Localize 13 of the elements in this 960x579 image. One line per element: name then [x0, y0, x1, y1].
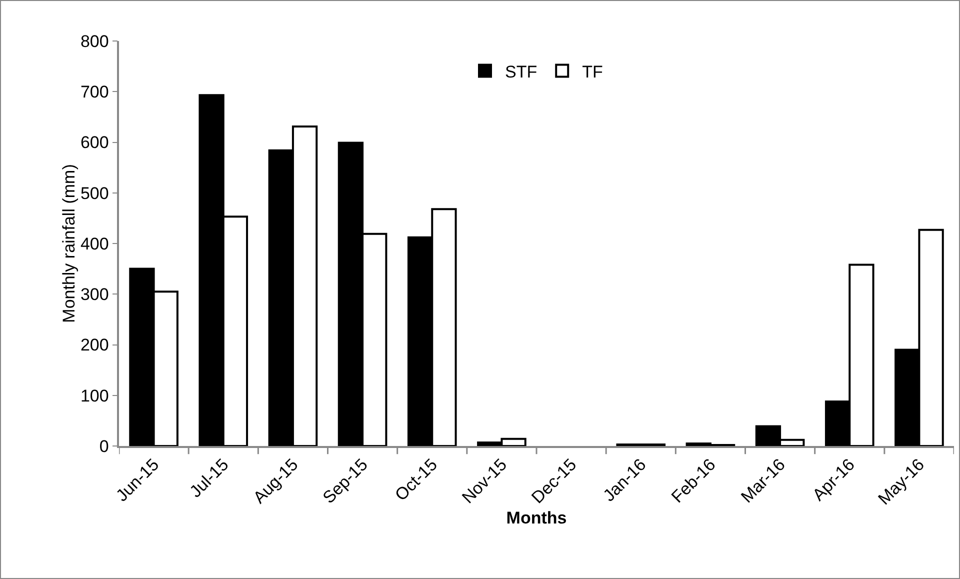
y-tick-label: 300: [80, 285, 109, 304]
y-tick-label: 100: [80, 386, 109, 406]
y-tick-label: 700: [80, 82, 109, 102]
x-axis-title: Months: [506, 508, 567, 528]
y-tick-label: 800: [80, 32, 109, 51]
legend-label: TF: [582, 62, 603, 82]
y-tick-label: 500: [80, 184, 109, 203]
y-tick-label: 400: [80, 234, 109, 254]
legend-label: STF: [505, 62, 538, 82]
y-tick-label: 0: [99, 436, 109, 456]
y-tick-label: 600: [80, 133, 109, 152]
y-tick-label: 200: [80, 336, 109, 355]
y-axis-title: Monthly rainfall (mm): [59, 164, 78, 323]
